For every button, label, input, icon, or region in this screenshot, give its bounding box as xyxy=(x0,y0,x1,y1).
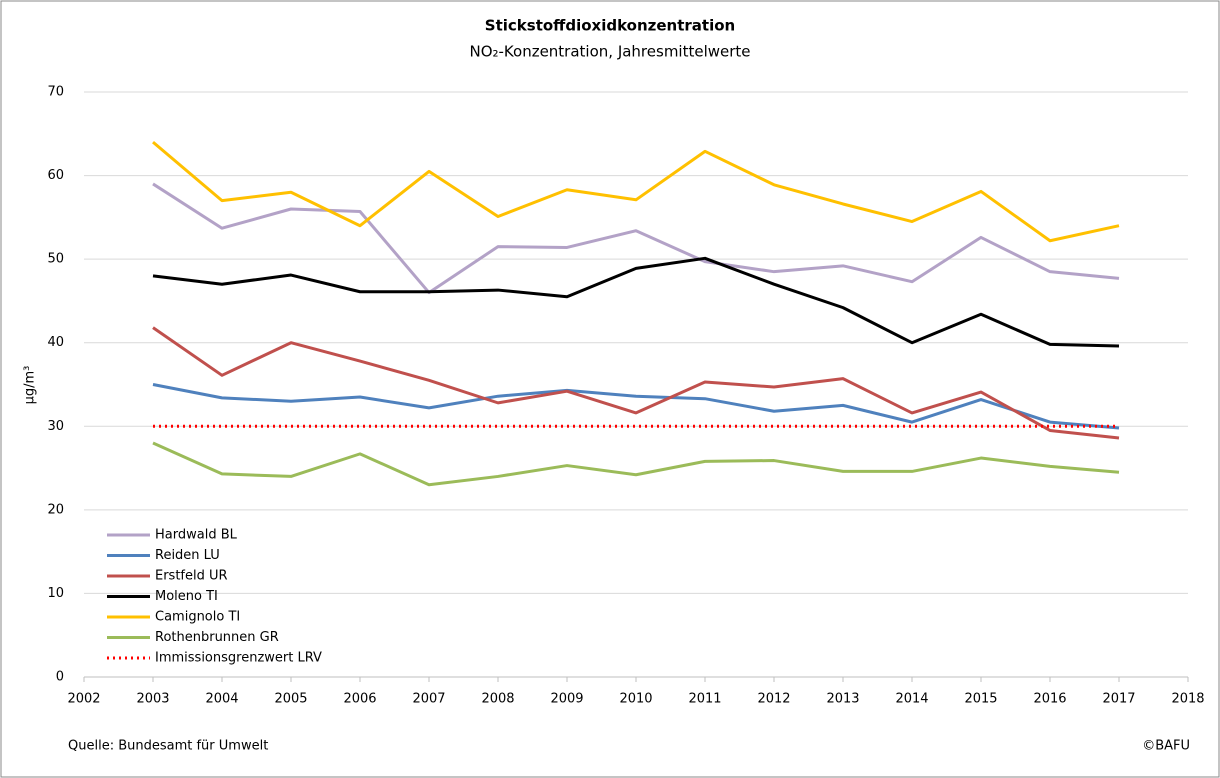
legend-label: Erstfeld UR xyxy=(155,569,228,584)
legend-label: Moleno TI xyxy=(155,589,218,604)
series-line xyxy=(152,326,1120,440)
x-tick-label: 2014 xyxy=(895,692,928,707)
series-line xyxy=(152,256,1120,348)
y-tick-label: 40 xyxy=(47,335,64,350)
x-tick-label: 2016 xyxy=(1033,692,1066,707)
y-tick-label: 50 xyxy=(47,252,64,267)
x-tick-label: 2011 xyxy=(688,692,721,707)
x-tick-label: 2012 xyxy=(757,692,790,707)
y-tick-label: 10 xyxy=(47,586,64,601)
x-tick-label: 2013 xyxy=(826,692,859,707)
x-tick-label: 2008 xyxy=(481,692,514,707)
y-axis-label: µg/m³ xyxy=(23,366,38,405)
x-tick-label: 2010 xyxy=(619,692,652,707)
x-tick-label: 2006 xyxy=(343,692,376,707)
series-line xyxy=(152,140,1120,243)
y-tick-label: 20 xyxy=(47,502,64,517)
series-line xyxy=(152,441,1120,487)
legend-label: Rothenbrunnen GR xyxy=(155,630,279,645)
x-tick-label: 2015 xyxy=(964,692,997,707)
legend-label: Camignolo TI xyxy=(155,610,240,625)
y-tick-label: 70 xyxy=(47,85,64,100)
x-tick-label: 2007 xyxy=(412,692,445,707)
legend-label: Immissionsgrenzwert LRV xyxy=(155,651,322,666)
series-line xyxy=(152,383,1120,430)
chart-title: Stickstoffdioxidkonzentration xyxy=(485,17,735,35)
x-tick-label: 2004 xyxy=(205,692,238,707)
x-tick-label: 2018 xyxy=(1171,692,1204,707)
x-tick-label: 2017 xyxy=(1102,692,1135,707)
chart-subtitle: NO₂-Konzentration, Jahresmittelwerte xyxy=(469,43,750,61)
y-tick-label: 0 xyxy=(56,670,64,685)
x-tick-label: 2003 xyxy=(136,692,169,707)
legend-label: Reiden LU xyxy=(155,548,220,563)
source: Quelle: Bundesamt für Umwelt xyxy=(68,739,268,754)
y-tick-label: 60 xyxy=(47,168,64,183)
x-tick-label: 2002 xyxy=(67,692,100,707)
legend-label: Hardwald BL xyxy=(155,528,238,543)
x-tick-label: 2009 xyxy=(550,692,583,707)
credit: ©BAFU xyxy=(1142,739,1190,754)
series-line xyxy=(152,182,1120,295)
y-tick-label: 30 xyxy=(47,419,64,434)
x-tick-label: 2005 xyxy=(274,692,307,707)
